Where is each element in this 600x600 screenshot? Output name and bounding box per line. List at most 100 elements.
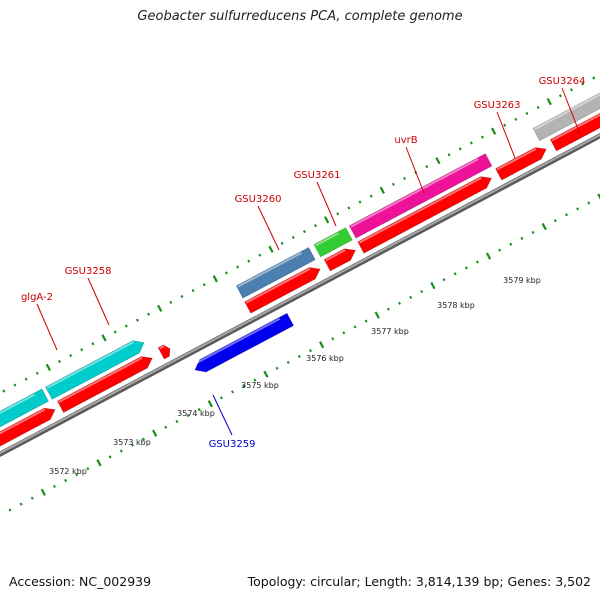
outer-tick [291, 235, 295, 240]
inner-tick [485, 252, 492, 260]
callout-gsu3260-line [257, 205, 280, 251]
inner-tick [219, 396, 223, 400]
scale-label: 3574 kbp [177, 409, 215, 418]
outer-tick [212, 275, 218, 283]
inner-tick [130, 443, 134, 447]
outer-tick [91, 342, 95, 346]
callout-gsu3258-line [87, 277, 110, 326]
callout-gsu3264-line [561, 87, 581, 135]
outer-tick [525, 111, 529, 116]
cds-arrow [57, 356, 153, 413]
cds-arrow [157, 344, 171, 360]
outer-tick [113, 330, 117, 334]
inner-tick [186, 413, 190, 418]
inner-tick [119, 449, 123, 453]
inner-tick [19, 502, 23, 506]
inner-tick [498, 248, 502, 252]
inner-tick [175, 419, 179, 424]
outer-tick [336, 212, 340, 216]
inner-tick [231, 390, 235, 394]
inner-tick [86, 467, 90, 471]
callout-gsu3259-label: GSU3259 [209, 439, 256, 450]
callout-uvrb-label: uvrB [394, 135, 417, 146]
outer-tick [570, 88, 573, 92]
inner-tick [420, 289, 424, 294]
gene-arrow [532, 92, 600, 142]
gene-arrow-reverse [194, 312, 294, 373]
inner-tick [197, 408, 201, 412]
outer-tick [169, 300, 173, 304]
outer-tick [447, 153, 451, 157]
inner-tick [398, 301, 401, 305]
inner-tick [297, 354, 301, 359]
inner-tick [40, 488, 46, 496]
cds-arrow-highlight [245, 267, 311, 304]
callout-gsu3258-label: GSU3258 [65, 266, 112, 277]
inner-tick [553, 219, 557, 223]
genome-summary-text: Topology: circular; Length: 3,814,139 bp… [247, 574, 591, 589]
cds-arrow [495, 147, 547, 181]
inner-tick [353, 325, 357, 329]
inner-tick [207, 400, 213, 408]
inner-tick [409, 295, 413, 299]
outer-tick [24, 377, 28, 381]
gene-arrow-reverse-highlight [192, 317, 281, 366]
callout-gsu3261-line [316, 181, 337, 227]
inner-tick [576, 207, 580, 211]
inner-tick [318, 341, 325, 349]
outer-tick [268, 245, 274, 253]
inner-tick [242, 384, 246, 388]
outer-tick [45, 363, 51, 371]
inner-tick [108, 455, 112, 459]
outer-tick [435, 157, 441, 165]
callout-gsu3263-label: GSU3263 [474, 100, 521, 111]
cds-arrow [0, 407, 56, 447]
gene-arrow-highlight [237, 252, 302, 288]
scale-label: 3579 kbp [503, 276, 541, 285]
outer-tick [314, 224, 317, 228]
outer-tick [224, 271, 228, 275]
inner-tick [564, 213, 568, 217]
gene-arrow [235, 246, 316, 299]
inner-tick-track [0, 193, 600, 517]
callout-gsu3261-label: GSU3261 [294, 170, 341, 181]
inner-tick [75, 473, 79, 477]
outer-tick [191, 289, 195, 293]
scale-labels: 3572 kbp 3573 kbp 3574 kbp 3575 kbp 3576 kbp… [49, 276, 541, 476]
scale-label: 3577 kbp [371, 327, 409, 336]
gene-arrow-highlight [350, 158, 479, 228]
outer-tick [324, 216, 330, 224]
inner-tick [475, 260, 479, 264]
cds-arrow [549, 112, 600, 152]
callout-glga-2-line [36, 303, 58, 351]
inner-tick [587, 201, 591, 205]
outer-tick [503, 123, 507, 127]
outer-tick [258, 253, 262, 257]
outer-tick [236, 265, 240, 269]
cds-arrow-highlight [159, 345, 165, 350]
outer-tick [202, 283, 206, 287]
inner-tick [263, 370, 269, 378]
scale-label: 3578 kbp [437, 301, 475, 310]
outer-tick [13, 383, 17, 387]
outer-tick [558, 94, 562, 98]
inner-tick [64, 478, 68, 483]
outer-tick [581, 82, 585, 86]
gene-track [0, 92, 600, 428]
outer-tick [469, 141, 473, 145]
inner-tick [442, 278, 446, 282]
outer-tick [379, 186, 385, 194]
inner-tick [531, 230, 535, 235]
outer-tick [58, 359, 61, 364]
inner-tick [520, 236, 524, 240]
cds-arrow-highlight [0, 408, 46, 435]
accession-text: Accession: NC_002939 [9, 574, 152, 589]
inner-tick [286, 360, 290, 364]
inner-tick [96, 459, 102, 467]
outer-tick [347, 206, 351, 210]
callout-uvrb-line [405, 146, 425, 194]
inner-tick [342, 331, 346, 335]
inner-tick [152, 429, 158, 437]
outer-tick [425, 165, 429, 169]
